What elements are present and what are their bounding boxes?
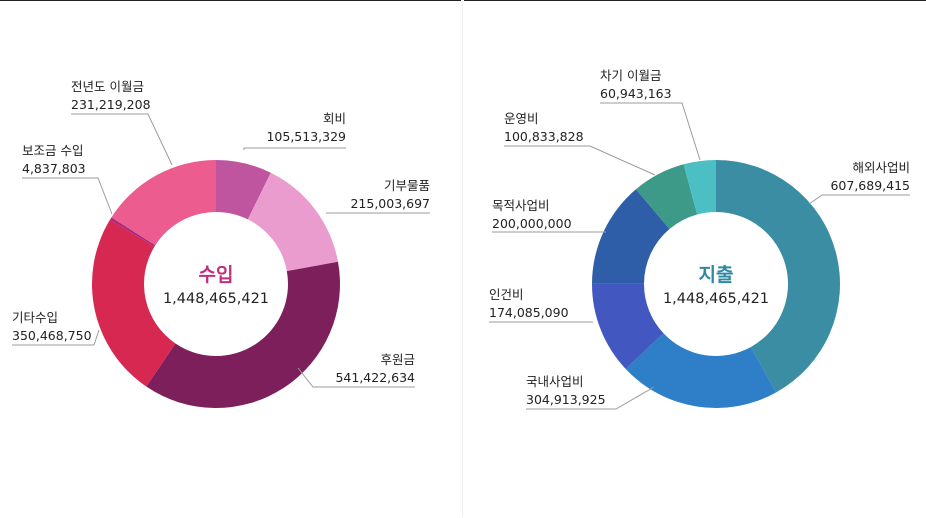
income-slice-기부물품 [247,172,338,272]
expense-slice-value-인건비: 174,085,090 [489,305,569,320]
expense-slice-목적사업비 [592,189,670,284]
income-leader-line-후원금 [297,367,415,388]
expense-slice-value-목적사업비: 200,000,000 [492,216,572,231]
income-slice-value-기타수입: 350,468,750 [12,328,92,343]
expense-donut [592,160,840,408]
expense-leader-line-국내사업비 [526,386,655,410]
income-slice-label-기부물품: 기부물품 [384,178,430,193]
expense-slice-label-국내사업비: 국내사업비 [526,374,584,389]
income-slice-보조금-수입 [110,217,156,247]
income-slice-회비 [216,160,271,220]
income-slice-value-보조금-수입: 4,837,803 [22,161,86,176]
income-slice-value-후원금: 541,422,634 [335,370,415,385]
expense-slice-국내사업비 [625,333,777,408]
income-slice-label-보조금-수입: 보조금 수입 [22,143,83,158]
expense-slice-label-인건비: 인건비 [489,287,524,302]
income-donut [92,160,340,408]
expense-slice-해외사업비 [716,160,840,393]
income-leader-line-회비 [243,147,346,150]
income-slice-기타수입 [92,219,176,387]
expense-slice-value-운영비: 100,833,828 [504,129,584,144]
income-leader-line-기타수입 [12,329,100,346]
income-slice-후원금 [146,261,340,408]
income-slice-value-기부물품: 215,003,697 [350,196,430,211]
expense-panel [464,0,926,518]
income-slice-label-기타수입: 기타수입 [12,310,58,325]
expense-slice-인건비 [592,283,664,369]
expense-slice-label-차기-이월금: 차기 이월금 [600,68,661,83]
expense-leader-line-해외사업비 [808,194,910,205]
income-slice-전년도-이월금 [111,160,216,246]
income-slice-label-전년도-이월금: 전년도 이월금 [71,79,144,94]
expense-slice-label-목적사업비: 목적사업비 [492,198,550,213]
income-slice-value-전년도-이월금: 231,219,208 [71,97,151,112]
income-leader-line-전년도-이월금 [71,113,173,166]
income-leader-line-보조금-수입 [22,177,113,215]
income-panel [0,0,461,518]
income-slice-value-회비: 105,513,329 [266,129,346,144]
expense-slice-label-해외사업비: 해외사업비 [852,160,910,175]
income-slice-label-후원금: 후원금 [380,352,415,367]
expense-leader-line-차기-이월금 [600,102,701,161]
expense-chart-title: 지출 [699,264,734,286]
panel-divider [462,0,463,517]
expense-slice-label-운영비: 운영비 [504,111,539,126]
expense-slice-value-해외사업비: 607,689,415 [830,178,910,193]
income-chart-title: 수입 [199,264,234,286]
income-slice-label-회비: 회비 [323,111,346,126]
expense-slice-value-차기-이월금: 60,943,163 [600,86,672,101]
expense-leader-line-운영비 [504,145,656,176]
income-chart-total: 1,448,465,421 [163,291,269,307]
expense-chart-total: 1,448,465,421 [663,291,769,307]
expense-slice-운영비 [635,164,698,230]
expense-slice-차기-이월금 [683,160,716,215]
expense-slice-value-국내사업비: 304,913,925 [526,392,606,407]
